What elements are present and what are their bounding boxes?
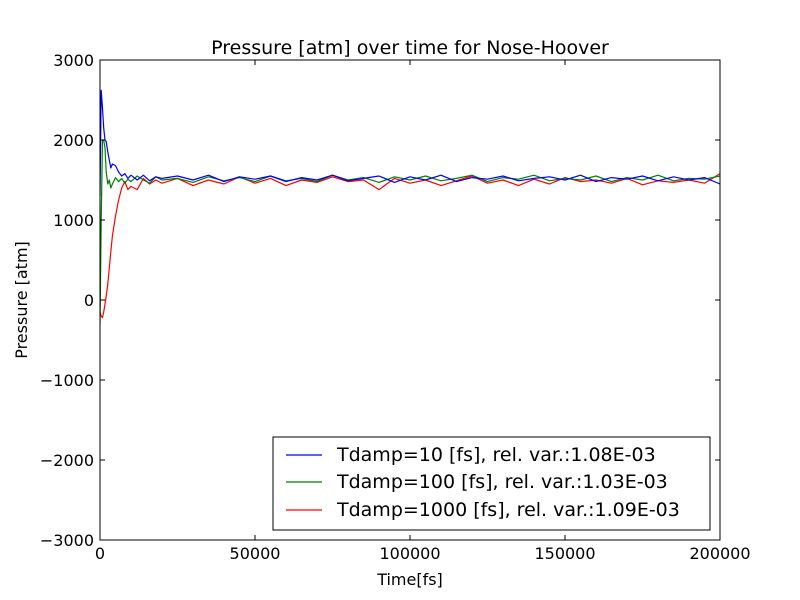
y-axis-label: Pressure [atm]	[12, 241, 31, 359]
legend-label-1: Tdamp=10 [fs], rel. var.:1.08E-03	[336, 444, 656, 466]
legend: Tdamp=10 [fs], rel. var.:1.08E-03 Tdamp=…	[272, 436, 711, 531]
x-tick-label: 0	[95, 544, 105, 563]
legend-label-3: Tdamp=1000 [fs], rel. var.:1.09E-03	[336, 499, 680, 521]
y-tick-label: −3000	[40, 531, 94, 550]
y-tick-label: 3000	[53, 51, 94, 70]
y-tick-label: 2000	[53, 131, 94, 150]
x-axis-label: Time[fs]	[376, 570, 443, 589]
x-tick-label: 100000	[379, 544, 440, 563]
y-tick-label: −2000	[40, 451, 94, 470]
chart-title: Pressure [atm] over time for Nose-Hoover	[211, 37, 609, 59]
y-tick-label: 0	[84, 291, 94, 310]
plot-area: 0 50000 100000 150000 200000 −3000 −2000 −1000…	[40, 51, 751, 563]
x-tick-label: 150000	[534, 544, 595, 563]
x-axis: 0 50000 100000 150000 200000	[95, 60, 751, 563]
legend-label-2: Tdamp=100 [fs], rel. var.:1.03E-03	[336, 471, 668, 493]
legend-box	[272, 436, 711, 531]
y-tick-label: −1000	[40, 371, 94, 390]
series-line-3	[100, 173, 720, 319]
x-tick-label: 50000	[230, 544, 281, 563]
series-layer	[100, 89, 720, 325]
y-axis: −3000 −2000 −1000 0 1000 2000 3000	[40, 51, 720, 550]
y-tick-label: 1000	[53, 211, 94, 230]
x-tick-label: 200000	[689, 544, 750, 563]
series-line-1	[100, 89, 720, 197]
series-line-2	[100, 139, 720, 325]
